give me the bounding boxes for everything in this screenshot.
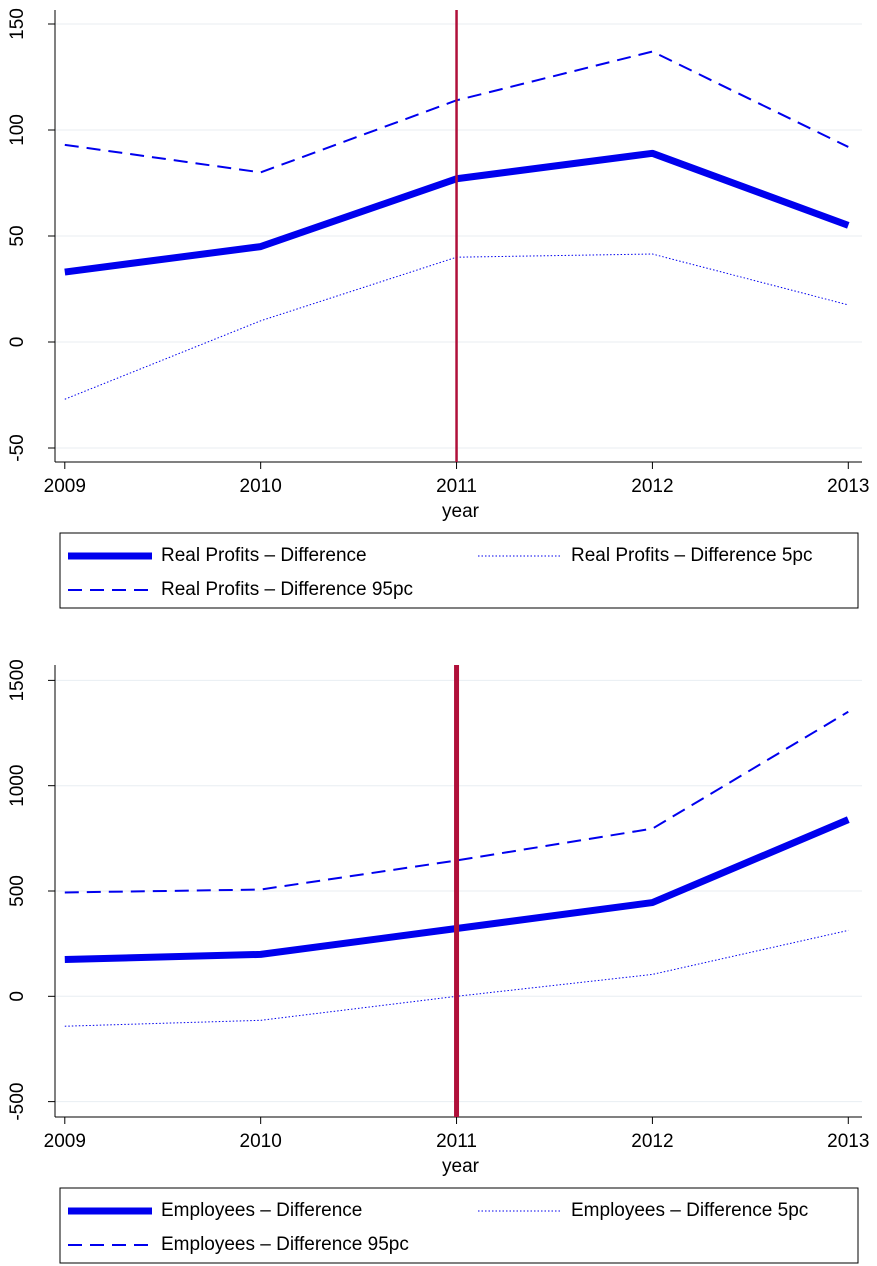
y-tick-label: -50 [7,434,28,461]
legend-label: Real Profits – Difference [161,545,367,566]
legend-label: Employees – Difference 5pc [571,1200,808,1221]
y-tick-label: 100 [7,114,28,146]
x-axis-label: year [442,501,480,522]
x-tick-label: 2012 [631,1131,673,1152]
legend-box [59,532,859,609]
x-tick-label: 2009 [44,1131,86,1152]
x-axis-label: year [442,1156,480,1177]
x-tick-label: 2009 [44,476,86,497]
legend-label: Real Profits – Difference 95pc [161,579,413,600]
x-tick-label: 2011 [436,1131,477,1152]
x-tick-label: 2010 [240,476,282,497]
x-tick-label: 2013 [827,1131,869,1152]
legend-box [59,1187,859,1264]
chart: -50 0 50 100 150 2009 2010 2011 2012 2013 year Real… [7,8,869,609]
y-tick-label: 50 [7,225,28,246]
y-tick-label: 1500 [7,659,28,701]
x-tick-label: 2011 [436,476,477,497]
y-tick-label: 500 [7,875,28,907]
y-tick-label: -500 [7,1083,28,1121]
chart: -500 0 500 1000 1500 2009 2010 2011 2012 2013 year… [7,659,869,1264]
x-tick-label: 2010 [240,1131,282,1152]
line-series [64,710,849,894]
y-tick-label: 150 [7,8,28,40]
y-tick-label: 0 [7,337,28,348]
x-tick-label: 2013 [827,476,869,497]
y-tick-label: 1000 [7,765,28,807]
y-tick-label: 0 [7,991,28,1002]
legend-label: Real Profits – Difference 5pc [571,545,813,566]
legend-label: Employees – Difference [161,1200,362,1221]
legend-label: Employees – Difference 95pc [161,1234,409,1255]
x-tick-label: 2012 [631,476,673,497]
